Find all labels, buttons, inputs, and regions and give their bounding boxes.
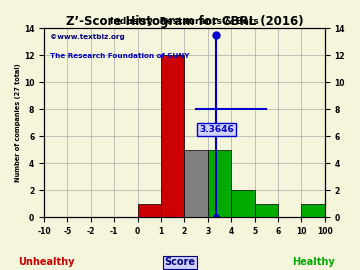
Bar xyxy=(301,204,325,217)
Bar xyxy=(255,204,278,217)
Text: ©www.textbiz.org: ©www.textbiz.org xyxy=(50,34,124,40)
Y-axis label: Number of companies (27 total): Number of companies (27 total) xyxy=(15,63,21,182)
Text: The Research Foundation of SUNY: The Research Foundation of SUNY xyxy=(50,53,189,59)
Title: Z’-Score Histogram for CBRL (2016): Z’-Score Histogram for CBRL (2016) xyxy=(66,15,303,28)
Bar xyxy=(138,204,161,217)
Text: 3.3646: 3.3646 xyxy=(199,125,234,134)
Bar xyxy=(231,190,255,217)
Bar xyxy=(208,150,231,217)
Text: Unhealthy: Unhealthy xyxy=(19,257,75,267)
Text: Industry: Restaurants & Bars: Industry: Restaurants & Bars xyxy=(110,17,259,26)
Text: Score: Score xyxy=(165,257,195,267)
Text: Healthy: Healthy xyxy=(292,257,334,267)
Bar xyxy=(184,150,208,217)
Bar xyxy=(161,55,184,217)
